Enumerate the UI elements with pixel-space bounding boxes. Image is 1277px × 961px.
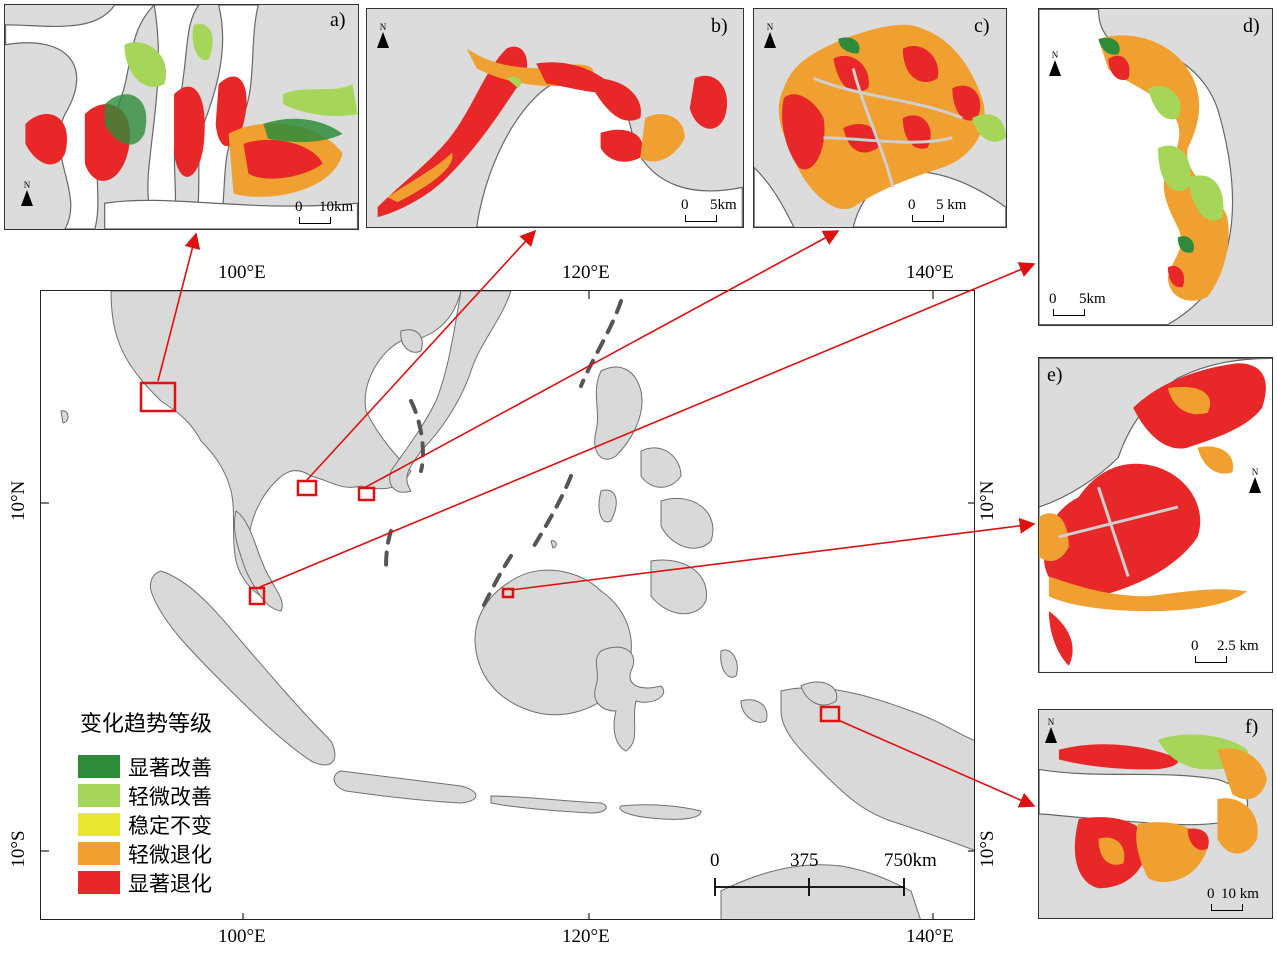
north-arrow-icon: N [1045,718,1057,743]
inset-panel-d: d) N 0 5km [1038,8,1273,326]
inset-panel-c: c) N 0 5 km [753,8,1007,228]
scale-bar-c: 0 5 km [906,197,1006,227]
inset-panel-b: b) N 0 5km [366,8,744,228]
legend-label: 显著改善 [128,755,212,780]
inset-panel-f: f) N 0 10 km [1038,709,1273,919]
north-arrow-icon: N [21,181,33,206]
scale-bar-f: 0 10 km [1205,886,1272,916]
legend-item-significant-degradation: 显著退化 [78,868,212,897]
axis-left-10N: 10°N [8,480,29,521]
north-letter: N [1051,50,1059,60]
panel-label-c: c) [974,15,990,37]
scale-bar-b: 0 5km [677,197,742,227]
axis-right-10S: 10°S [977,830,998,868]
legend-label: 轻微改善 [128,784,212,809]
legend-item-slight-degradation: 轻微退化 [78,839,212,868]
scale-bar-a: 0 10km [295,199,355,229]
legend: 变化趋势等级 显著改善 轻微改善 稳定不变 轻微退化 显著退化 [78,706,212,897]
scale-end: 10km [319,199,354,215]
inset-map-a [5,5,358,229]
inset-panel-e: e) N 0 2.5 km [1038,357,1273,673]
scale-zero: 0 [1191,638,1199,654]
inset-map-d [1039,9,1272,325]
panel-label-e: e) [1047,364,1063,386]
scale-label-750: 750km [884,850,937,871]
legend-swatch [78,871,120,894]
scale-zero: 0 [1207,886,1215,902]
scale-zero: 0 [295,199,303,215]
scale-end: 5km [1079,291,1106,307]
north-letter: N [23,180,31,190]
inset-panel-a: a) N 0 10km [4,4,359,230]
legend-label: 显著退化 [128,871,212,896]
north-letter: N [766,22,774,32]
scale-end: 5 km [936,197,967,213]
scale-end: 10 km [1221,886,1259,902]
panel-label-d: d) [1243,15,1260,37]
north-arrow-icon: N [1049,51,1061,76]
legend-item-significant-improvement: 显著改善 [78,752,212,781]
north-arrow-icon: N [377,23,389,48]
legend-swatch [78,813,120,836]
scale-zero: 0 [1049,291,1057,307]
scale-bar-d: 0 5km [1047,291,1127,321]
axis-left-10S: 10°S [8,830,29,868]
main-scale-ticks [714,878,905,896]
axis-top-100E: 100°E [218,262,266,283]
north-letter: N [379,22,387,32]
legend-title: 变化趋势等级 [80,712,213,737]
scale-label-0: 0 [710,850,720,871]
scale-label-375: 375 [790,850,819,871]
axis-top-140E: 140°E [906,262,954,283]
panel-label-a: a) [330,9,346,31]
axis-bottom-140E: 140°E [906,926,954,947]
legend-label: 稳定不变 [128,813,212,838]
scale-zero: 0 [681,197,689,213]
axis-top-120E: 120°E [562,262,610,283]
legend-label: 轻微退化 [128,842,212,867]
panel-label-f: f) [1245,716,1259,738]
north-arrow-icon: N [764,23,776,48]
legend-item-slight-improvement: 轻微改善 [78,781,212,810]
scale-end: 2.5 km [1217,638,1259,654]
axis-bottom-120E: 120°E [562,926,610,947]
inset-map-c [754,9,1006,227]
legend-swatch [78,784,120,807]
axis-bottom-100E: 100°E [218,926,266,947]
north-arrow-icon: N [1249,468,1261,493]
scale-zero: 0 [908,197,916,213]
legend-swatch [78,842,120,865]
inset-map-b [367,9,743,227]
scale-end: 5km [710,197,737,213]
inset-map-e [1039,358,1272,672]
legend-item-stable: 稳定不变 [78,810,212,839]
panel-label-b: b) [711,15,728,37]
axis-right-10N: 10°N [977,480,998,521]
legend-swatch [78,755,120,778]
north-letter: N [1047,717,1055,727]
scale-bar-e: 0 2.5 km [1189,638,1272,668]
north-letter: N [1251,467,1259,477]
main-scale-bar: 0 375 750km [710,850,937,900]
inset-map-f [1039,710,1272,918]
